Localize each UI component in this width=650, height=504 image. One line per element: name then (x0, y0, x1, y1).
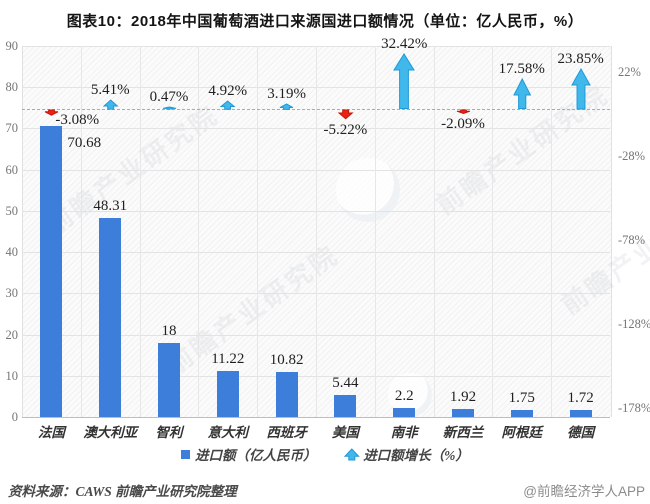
up-arrow-icon (343, 447, 360, 460)
import-bar (569, 409, 592, 417)
legend-label: 进口额（亿人民币） (195, 448, 317, 463)
x-axis-category-label: 意大利 (207, 425, 249, 440)
growth-up-arrow (512, 78, 531, 110)
x-axis-category-label: 新西兰 (442, 425, 484, 440)
gridline (433, 46, 435, 417)
bar-swatch-icon (181, 449, 191, 459)
secondary-y-axis-tick: 22% (618, 64, 641, 79)
import-bar (510, 409, 533, 417)
y-axis-tick: 50 (5, 203, 19, 218)
growth-value-label: 23.85% (557, 50, 604, 67)
secondary-y-axis-tick: -128% (618, 316, 650, 331)
import-bar (99, 217, 122, 417)
bar-value-label: 1.92 (449, 389, 477, 406)
legend: 进口额（亿人民币） 进口额增长（%） (0, 444, 650, 464)
bar-value-label: 10.82 (269, 352, 304, 369)
growth-value-label: -2.09% (441, 116, 485, 133)
gridline (316, 46, 317, 417)
import-bar (158, 342, 180, 417)
secondary-y-axis-tick: -178% (618, 400, 650, 415)
growth-up-arrow (570, 67, 591, 110)
x-axis-category-label: 南非 (390, 425, 418, 440)
bar-value-label: 1.75 (508, 389, 535, 406)
gridline (492, 46, 494, 417)
x-axis-category-label: 澳大利亚 (83, 425, 138, 440)
y-axis-tick: 10 (5, 368, 19, 383)
gridline (551, 46, 553, 417)
growth-value-label: 0.47% (149, 88, 189, 105)
import-bar (334, 394, 357, 417)
growth-up-arrow (219, 99, 236, 110)
zero-growth-line (22, 108, 610, 110)
import-bar (452, 409, 474, 417)
bar-value-label: 5.44 (332, 374, 359, 391)
import-bar (216, 370, 239, 417)
growth-up-arrow (279, 102, 294, 110)
x-axis-category-label: 阿根廷 (501, 425, 543, 440)
bar-value-label: 48.31 (93, 197, 128, 214)
growth-value-label: 17.58% (498, 61, 545, 78)
bar-value-label: 70.68 (67, 134, 102, 151)
growth-value-label: 4.92% (208, 82, 248, 99)
bar-value-label: 18 (161, 322, 177, 339)
legend-item-import-growth[interactable]: 进口额增长（%） (343, 444, 469, 464)
import-bar (40, 125, 63, 417)
y-axis-tick: 30 (5, 286, 19, 301)
x-axis-category-label: 美国 (331, 425, 359, 440)
gridline (257, 46, 259, 417)
growth-value-label: 32.42% (381, 36, 428, 53)
growth-up-arrow (162, 106, 176, 110)
legend-label: 进口额增长（%） (363, 448, 469, 463)
chart-title: 图表10：2018年中国葡萄酒进口来源国进口额情况（单位：亿人民币，%） (66, 13, 584, 30)
y-axis-tick: 70 (5, 121, 19, 136)
y-axis-tick: 0 (11, 410, 18, 424)
x-axis-category-label: 德国 (567, 425, 595, 440)
growth-value-label: 3.19% (267, 85, 306, 102)
gridline (198, 46, 200, 417)
bar-value-label: 1.72 (567, 389, 594, 406)
x-axis-category-label: 法国 (37, 425, 65, 440)
legend-item-import-amount[interactable]: 进口额（亿人民币） (181, 444, 317, 464)
bar-value-label: 11.22 (211, 350, 245, 367)
growth-down-arrow (456, 109, 470, 114)
growth-down-arrow (337, 109, 354, 120)
x-axis-category-label: 西班牙 (266, 425, 307, 440)
growth-down-arrow (44, 109, 59, 116)
growth-up-arrow (393, 53, 416, 110)
secondary-y-axis-tick: -28% (618, 148, 646, 163)
import-bar (393, 407, 416, 417)
growth-value-label: -3.08% (55, 111, 100, 128)
secondary-y-axis-tick: -78% (618, 232, 646, 247)
import-bar (275, 372, 298, 417)
growth-value-label: 5.41% (90, 81, 130, 98)
y-axis-tick: 90 (5, 39, 19, 53)
credit-note: @前瞻经济学人APP (523, 484, 645, 499)
gridline (22, 417, 610, 418)
gridline (374, 46, 376, 417)
y-axis-tick: 40 (5, 245, 19, 260)
y-axis-tick: 80 (5, 80, 19, 95)
y-axis-tick: 60 (5, 162, 19, 177)
y-axis-tick: 20 (5, 327, 19, 342)
gridline (80, 46, 82, 417)
growth-value-label: -5.22% (323, 121, 368, 138)
growth-up-arrow (102, 99, 119, 110)
gridline (139, 46, 141, 417)
x-axis-category-label: 智利 (155, 425, 183, 440)
bar-value-label: 2.2 (394, 387, 414, 404)
source-note: 资料来源：CAWS 前瞻产业研究院整理 (8, 484, 237, 499)
